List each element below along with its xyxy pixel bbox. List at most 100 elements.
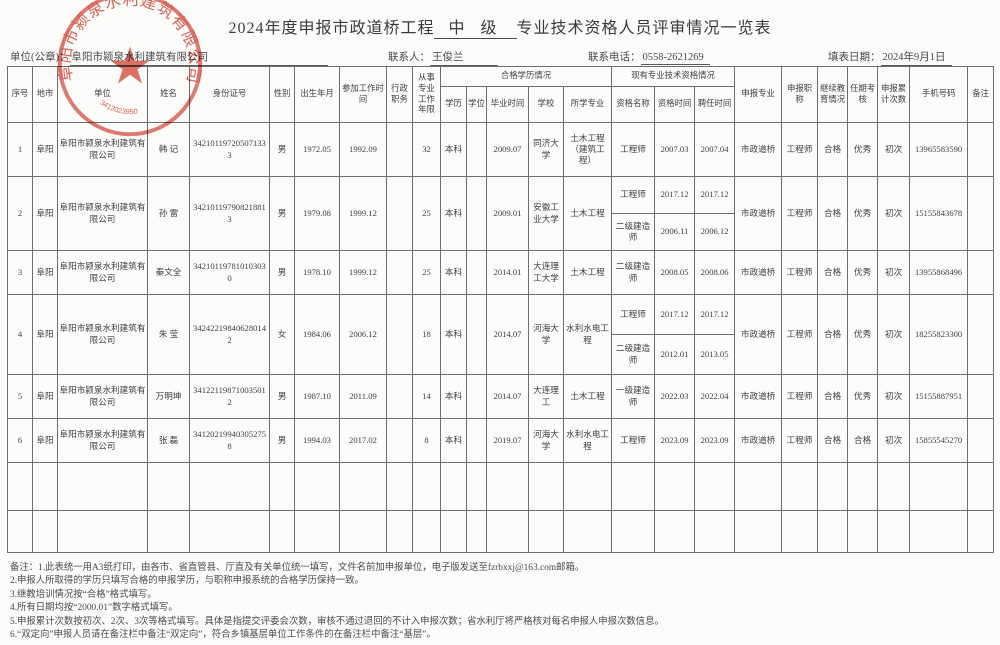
- empty-cell: [562, 462, 613, 511]
- table-row: 6 阜阳 阜阳市颍泉水利建筑有限公司 张 磊 34120219940305275…: [7, 418, 995, 463]
- unit-name: 阜阳市颍泉水利建筑有限公司: [69, 49, 328, 66]
- cell-years: 14: [412, 374, 441, 419]
- cell-years: 25: [412, 176, 441, 251]
- cell-idno: 341202199403052758: [189, 418, 270, 463]
- empty-cell: [147, 510, 190, 553]
- cell-applymajor: 市政道桥: [734, 176, 783, 251]
- cell-qual-name: 工程师: [611, 418, 656, 463]
- cell-contedu: 合格: [817, 294, 849, 375]
- cell-qual-name: 工程师: [611, 122, 656, 177]
- cell-applycount: 初次: [877, 294, 911, 375]
- empty-cell: [817, 510, 849, 553]
- cell-workstart: 1999.12: [339, 176, 387, 251]
- empty-cell: [877, 510, 911, 553]
- empty-cell: [847, 510, 879, 553]
- title-prefix: 2024年度申报市政道桥工程: [228, 20, 435, 37]
- col-header-qhire: 聘任时间: [694, 86, 736, 123]
- cell-gradtime: 2014.01: [486, 250, 529, 295]
- cell-admin: [386, 176, 413, 251]
- cell-qual-hire: 2008.06: [694, 250, 736, 295]
- cell-qual-hire: 2022.04: [694, 374, 736, 419]
- col-header-years: 从事专业工作年限: [412, 66, 441, 123]
- cell-gender: 男: [269, 374, 295, 419]
- cell-applytitle: 工程师: [781, 294, 819, 375]
- col-header-remark: 备注: [967, 66, 995, 123]
- cell-unit: 阜阳市颍泉水利建筑有限公司: [57, 122, 148, 177]
- cell-name: 朱 莹: [147, 294, 190, 375]
- cell-name: 万明坤: [147, 374, 190, 419]
- empty-cell: [147, 462, 190, 511]
- cell-qual-hire: 2007.04: [694, 122, 736, 177]
- cell-gender: 男: [269, 418, 295, 463]
- cell-contedu: 合格: [817, 176, 849, 251]
- cell-remark: [967, 176, 995, 251]
- empty-cell: [32, 510, 58, 553]
- header-row-1: 序号 地市 单位 姓名 身份证号 性别 出生年月 参加工作时间 行政职务 从事专…: [7, 66, 995, 123]
- col-header-applytitle: 申报职称: [781, 66, 819, 123]
- cell-edu: 本科: [440, 374, 467, 419]
- cell-qual-time: 2017.12: [654, 176, 696, 214]
- empty-cell: [654, 510, 696, 553]
- empty-cell: [877, 462, 911, 511]
- empty-cell: [562, 510, 613, 553]
- cell-city: 阜阳: [32, 250, 58, 295]
- cell-qual-hire: 2013.05: [694, 334, 736, 375]
- contact-field: 联系人： 王俊兰: [388, 49, 498, 66]
- cell-qual-time: 2007.03: [654, 122, 696, 177]
- cell-admin: [386, 374, 413, 419]
- cell-gender: 男: [269, 250, 295, 295]
- cell-edu: 本科: [440, 418, 467, 463]
- empty-cell: [32, 462, 58, 511]
- empty-cell: [466, 510, 487, 553]
- empty-cell: [781, 462, 819, 511]
- col-header-gender: 性别: [269, 66, 295, 123]
- page-title: 2024年度申报市政道桥工程中 级专业技术资格人员评审情况一览表: [0, 14, 1000, 39]
- cell-applytitle: 工程师: [781, 176, 819, 251]
- cell-major: 土木工程（建筑工程）: [562, 122, 613, 177]
- cell-applytitle: 工程师: [781, 122, 819, 177]
- cell-gender: 男: [269, 122, 295, 177]
- empty-row: [7, 462, 995, 511]
- col-header-qname: 资格名称: [611, 86, 656, 123]
- cell-applymajor: 市政道桥: [734, 374, 783, 419]
- date-value: 2024年9月1日: [880, 49, 952, 66]
- cell-seq: 5: [7, 374, 33, 419]
- cell-qual-name: 工程师: [611, 294, 656, 335]
- title-suffix: 专业技术资格人员评审情况一览表: [516, 20, 772, 37]
- cell-gradtime: 2014.07: [486, 294, 529, 375]
- phone-field: 联系电话： 0558-2621269: [588, 49, 710, 65]
- cell-unit: 阜阳市颍泉水利建筑有限公司: [57, 250, 148, 295]
- cell-school: 大连理工: [528, 374, 564, 419]
- cell-edu: 本科: [440, 176, 467, 251]
- empty-cell: [412, 462, 441, 511]
- cell-idno: 342101197205071333: [189, 122, 270, 177]
- note-line: 3.继教培训情况按“合格”格式填写。: [10, 589, 157, 600]
- cell-school: 安徽工业大学: [528, 176, 564, 251]
- cell-admin: [386, 294, 413, 375]
- cell-qual-hire: 2017.12: [694, 176, 736, 214]
- col-header-edu: 学历: [440, 86, 467, 123]
- cell-major: 土木工程: [562, 176, 613, 251]
- cell-workstart: 2006.12: [339, 294, 387, 375]
- cell-years: 32: [412, 122, 441, 177]
- empty-cell: [269, 510, 295, 553]
- cell-remark: [967, 418, 995, 463]
- cell-qual-time: 2017.12: [654, 294, 696, 335]
- empty-cell: [734, 510, 783, 553]
- cell-birth: 1987.10: [294, 374, 340, 419]
- empty-cell: [339, 462, 387, 511]
- phone-label: 联系电话：: [588, 52, 641, 63]
- cell-school: 河海大学: [528, 294, 564, 375]
- note-line: 6.“双定向”申报人员请在备注栏中备注“双定向”，符合乡镇基层单位工作条件的在备…: [10, 630, 436, 641]
- cell-workstart: 2011.09: [339, 374, 387, 419]
- cell-gender: 女: [269, 294, 295, 375]
- cell-name: 张 磊: [147, 418, 190, 463]
- cell-applymajor: 市政道桥: [734, 250, 783, 295]
- cell-workstart: 2017.02: [339, 418, 387, 463]
- col-header-degree: 学位: [466, 86, 487, 123]
- cell-phone: 18255823300: [909, 294, 969, 375]
- cell-gender: 男: [269, 176, 295, 251]
- empty-cell: [694, 462, 736, 511]
- empty-cell: [734, 462, 783, 511]
- cell-school: 河海大学: [528, 418, 564, 463]
